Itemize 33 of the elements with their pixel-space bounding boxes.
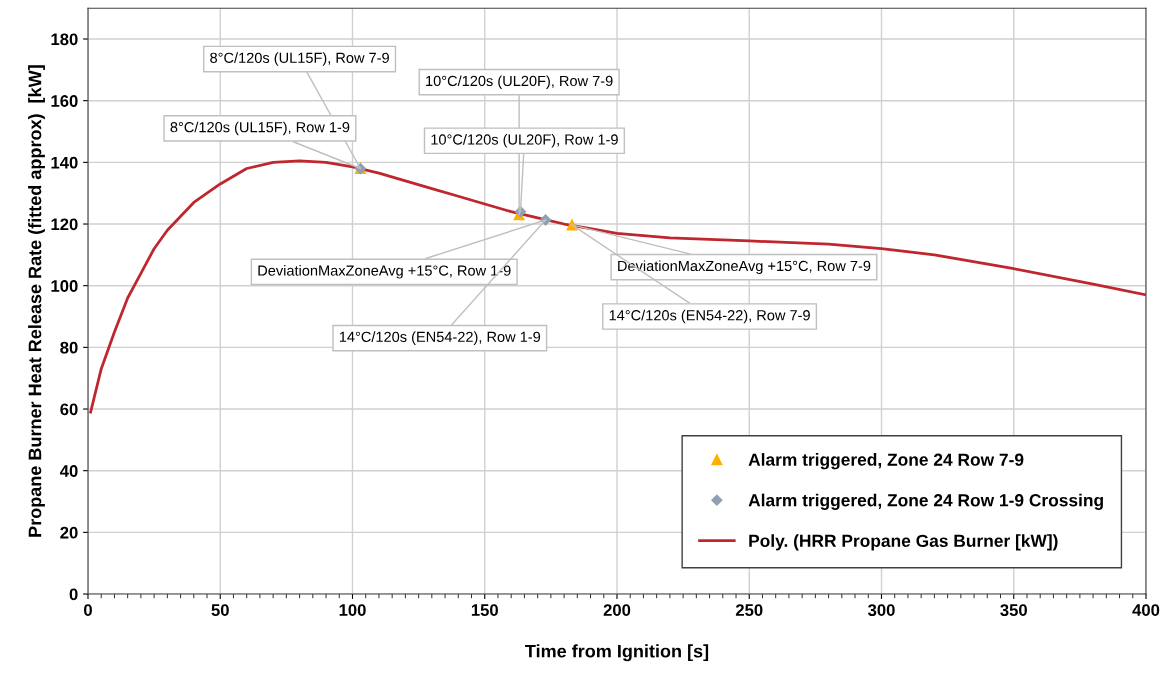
x-tick-label: 250 <box>735 604 763 616</box>
y-tick-label: 100 <box>51 280 78 292</box>
legend-label: Alarm triggered, Zone 24 Row 1-9 Crossing <box>748 493 1103 510</box>
x-tick-label: 350 <box>1000 604 1027 617</box>
x-tick-label: 150 <box>471 604 498 616</box>
x-tick-label: 300 <box>867 604 895 617</box>
y-tick-label: 20 <box>60 526 78 539</box>
y-axis-title: Propane Burner Heat Release Rate (fitted approx) [kW] <box>28 65 45 537</box>
x-tick-label: 200 <box>603 604 631 616</box>
annotation: 8°C/120s (UL15F), Row 7-9 <box>210 52 389 66</box>
line-series <box>89 159 1146 414</box>
y-tick-label: 180 <box>51 33 78 46</box>
annotation: 14°C/120s (EN54-22), Row 1-9 <box>339 331 541 345</box>
x-tick-label: 100 <box>339 604 366 616</box>
x-tick-label: 0 <box>84 604 92 616</box>
annotation: 10°C/120s (UL20F), Row 1-9 <box>431 133 618 148</box>
x-tick-label: 50 <box>211 604 229 616</box>
annotation: 10°C/120s (UL20F), Row 7-9 <box>426 75 613 89</box>
x-axis-title: Time from Ignition [s] <box>525 644 709 662</box>
y-tick-label: 40 <box>59 465 78 477</box>
annotation: DeviationMaxZoneAvg +15°C, Row 7-9 <box>618 260 871 274</box>
y-tick-label: 0 <box>69 588 78 601</box>
y-tick-label: 60 <box>60 403 78 416</box>
legend-label: Alarm triggered, Zone 24 Row 7-9 <box>748 453 1024 470</box>
y-tick-label: 140 <box>51 156 78 169</box>
y-tick-label: 80 <box>60 341 78 354</box>
annotation: DeviationMaxZoneAvg +15°C, Row 1-9 <box>258 265 511 279</box>
y-tick-label: 120 <box>51 218 78 231</box>
annotation: 14°C/120s (EN54-22), Row 7-9 <box>609 309 810 324</box>
x-tick-label: 400 <box>1132 604 1160 616</box>
legend-label: Poly. (HRR Propane Gas Burner [kW]) <box>749 534 1058 551</box>
y-tick-label: 160 <box>51 95 78 107</box>
annotation: 8°C/120s (UL15F), Row 1-9 <box>170 121 350 136</box>
